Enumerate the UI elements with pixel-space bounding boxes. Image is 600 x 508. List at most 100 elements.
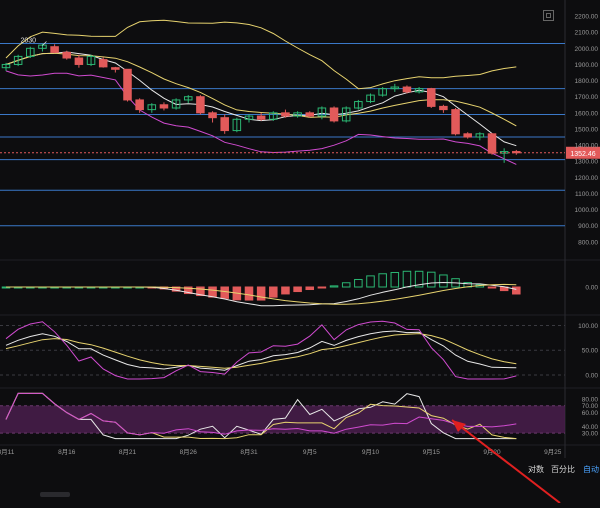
macd-dea-line bbox=[6, 283, 517, 305]
macd-bar bbox=[366, 275, 375, 288]
rsi-axis-tick: 70.00 bbox=[582, 403, 599, 410]
x-axis-tick: 9月10 bbox=[362, 448, 380, 456]
candle-body bbox=[26, 47, 35, 57]
kdj-j-line bbox=[5, 320, 517, 380]
rsi-band bbox=[0, 405, 565, 434]
fullscreen-icon[interactable] bbox=[543, 10, 554, 21]
macd-axis-tick: 0.00 bbox=[585, 285, 598, 292]
macd-bar bbox=[183, 286, 193, 295]
macd-bar bbox=[426, 271, 436, 288]
macd-bar bbox=[281, 286, 290, 295]
macd-bar bbox=[244, 286, 254, 301]
percent-scale-button[interactable]: 百分比 bbox=[551, 465, 575, 474]
price-axis-tick: 1500.00 bbox=[575, 126, 599, 133]
macd-bar bbox=[208, 286, 217, 298]
candle-body bbox=[366, 94, 375, 103]
price-axis-tick: 2200.00 bbox=[575, 14, 599, 21]
macd-bar bbox=[305, 286, 315, 291]
candle-body bbox=[414, 88, 424, 93]
candle-body bbox=[232, 118, 242, 132]
x-axis-tick: 9月15 bbox=[423, 448, 441, 456]
bollinger-upper-line bbox=[5, 19, 517, 90]
candle-body bbox=[123, 68, 132, 101]
kdj-axis-tick: 100.00 bbox=[578, 323, 598, 330]
kdj-axis-tick: 50.00 bbox=[582, 348, 599, 355]
high-price-label: 2030 bbox=[20, 37, 36, 44]
candle-body bbox=[244, 115, 254, 120]
candle-body bbox=[50, 46, 59, 53]
macd-bar bbox=[390, 272, 400, 288]
candle-body bbox=[281, 112, 290, 117]
macd-bar bbox=[439, 274, 448, 288]
price-axis-tick: 1200.00 bbox=[575, 175, 599, 182]
rsi-axis-tick: 30.00 bbox=[582, 431, 599, 438]
kdj-d-line bbox=[5, 333, 517, 369]
last-price-tag bbox=[566, 146, 600, 159]
candle-body bbox=[111, 67, 120, 70]
price-axis-tick: 1900.00 bbox=[575, 62, 599, 69]
candle-body bbox=[13, 55, 23, 65]
macd-bar bbox=[512, 286, 521, 295]
candle-body bbox=[439, 105, 448, 111]
kdj-axis-tick: 0.00 bbox=[585, 373, 598, 380]
price-axis-tick: 1800.00 bbox=[575, 78, 599, 85]
macd-bar bbox=[414, 270, 424, 288]
candle-body bbox=[402, 86, 412, 93]
macd-bar bbox=[329, 285, 339, 288]
x-axis-tick: 9月25 bbox=[544, 448, 562, 456]
candle-body bbox=[196, 96, 205, 114]
candle-body bbox=[86, 55, 96, 65]
candle-body bbox=[475, 133, 485, 138]
macd-bar bbox=[171, 286, 181, 292]
x-axis-tick: 8月31 bbox=[240, 448, 258, 456]
auto-scale-button[interactable]: 自动 bbox=[583, 465, 599, 474]
macd-bar bbox=[378, 273, 387, 288]
chart-scrollbar[interactable] bbox=[40, 492, 70, 497]
x-axis-tick: 8月26 bbox=[180, 448, 198, 456]
annotation-arrowhead bbox=[452, 420, 466, 432]
price-axis-tick: 2000.00 bbox=[575, 46, 599, 53]
ma-short-line bbox=[5, 51, 517, 147]
macd-bar bbox=[220, 286, 229, 299]
last-price-value: 1352.46 bbox=[570, 151, 595, 158]
macd-bar bbox=[402, 270, 412, 288]
candle-body bbox=[256, 115, 266, 120]
candle-body bbox=[293, 112, 302, 117]
candle-body bbox=[463, 133, 472, 138]
candle-body bbox=[62, 51, 72, 59]
candle-body bbox=[426, 88, 436, 107]
candle-body bbox=[74, 57, 84, 65]
macd-bar bbox=[256, 286, 266, 301]
price-axis-tick: 1000.00 bbox=[575, 207, 599, 214]
macd-bar bbox=[269, 286, 278, 298]
candle-body bbox=[354, 101, 363, 109]
macd-bar bbox=[293, 286, 302, 293]
kdj-k-line bbox=[5, 330, 517, 371]
annotation-arrow bbox=[451, 419, 561, 504]
rsi-slow-line bbox=[5, 392, 517, 436]
candle-body bbox=[1, 63, 11, 69]
price-axis-tick: 1300.00 bbox=[575, 159, 599, 166]
x-axis-tick: 8月11 bbox=[0, 448, 15, 456]
bollinger-lower-line bbox=[5, 70, 517, 165]
candle-body bbox=[183, 96, 193, 101]
candle-body bbox=[98, 59, 108, 68]
price-axis-tick: 1700.00 bbox=[575, 94, 599, 101]
price-axis-tick: 900.00 bbox=[578, 223, 598, 230]
macd-bar bbox=[341, 282, 351, 288]
candle-body bbox=[317, 107, 327, 117]
candle-body bbox=[159, 104, 169, 109]
rsi-axis-tick: 80.00 bbox=[582, 396, 599, 403]
price-axis-tick: 1100.00 bbox=[575, 191, 598, 198]
candle-body bbox=[171, 99, 181, 109]
rsi-axis-tick: 60.00 bbox=[582, 410, 599, 417]
candle-body bbox=[269, 112, 278, 120]
price-axis-tick: 1400.00 bbox=[575, 143, 599, 150]
rsi-axis-tick: 40.00 bbox=[582, 424, 599, 431]
macd-bar bbox=[196, 286, 205, 297]
macd-bar bbox=[354, 278, 363, 288]
log-scale-button[interactable]: 对数 bbox=[528, 465, 544, 474]
macd-bar bbox=[487, 286, 497, 289]
